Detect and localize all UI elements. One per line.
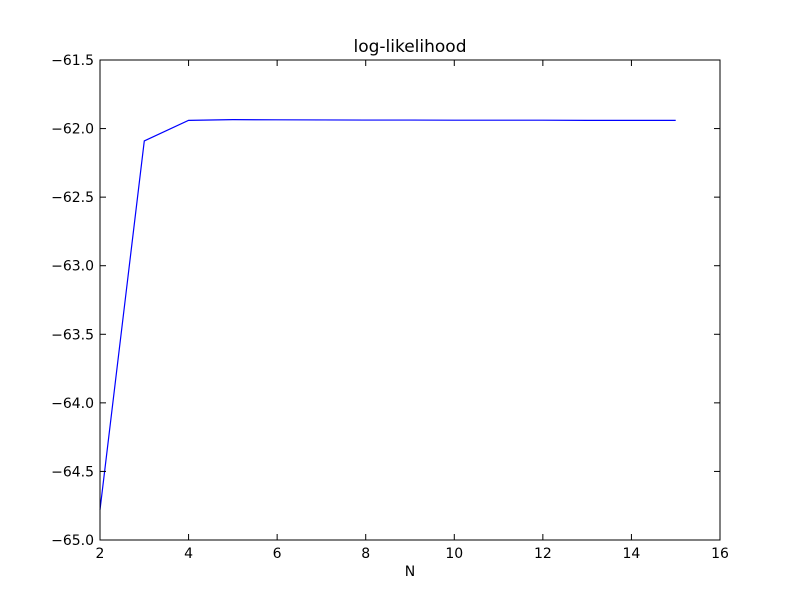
- series-line-0: [99, 119, 676, 510]
- y-tick-label: −62.0: [51, 122, 94, 138]
- y-tick-label: −65.0: [51, 533, 94, 549]
- x-tick-label: 4: [184, 546, 193, 562]
- y-tick-label: −64.5: [51, 464, 94, 480]
- y-tick-label: −62.5: [51, 190, 94, 206]
- x-tick-label: 16: [711, 546, 729, 562]
- x-tick-label: 12: [534, 546, 552, 562]
- y-tick-label: −61.5: [51, 53, 94, 69]
- x-tick-label: 2: [96, 546, 105, 562]
- x-tick-label: 14: [623, 546, 641, 562]
- x-tick-label: 8: [361, 546, 370, 562]
- x-tick-label: 10: [445, 546, 463, 562]
- chart-title: log-likelihood: [353, 37, 466, 57]
- y-tick-label: −64.0: [51, 396, 94, 412]
- y-tick-label: −63.0: [51, 259, 94, 275]
- x-tick-label: 6: [273, 546, 282, 562]
- y-tick-label: −63.5: [51, 327, 94, 343]
- x-axis-label: N: [405, 564, 415, 580]
- plot-frame: [99, 59, 721, 541]
- plot-area: 2 4 6 8 10 12 14 16 −61.5 −62.0 −62.5 −63.0 −63.5 −64…: [51, 53, 729, 562]
